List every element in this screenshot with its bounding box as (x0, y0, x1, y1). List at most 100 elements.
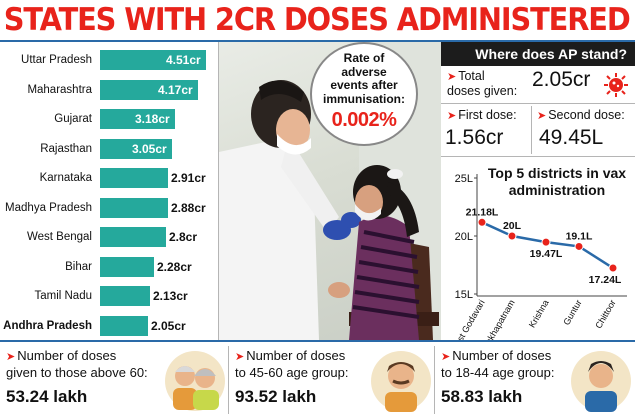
bar-row: Maharashtra 4.17cr (0, 76, 218, 105)
first-dose-label: ➤ First dose: (447, 108, 517, 123)
district-chart-title: Top 5 districts in vax administration (487, 165, 627, 198)
divider (228, 346, 229, 414)
total-doses-label: ➤ Total doses given: (447, 69, 517, 98)
bar-category-label: Gujarat (54, 113, 92, 125)
arrow-icon: ➤ (447, 71, 457, 83)
arrow-icon: ➤ (537, 110, 547, 122)
stat-label-line: to 18-44 age group: (441, 365, 555, 380)
bar (100, 138, 172, 159)
bar-row: Andhra Pradesh 2.05cr (0, 312, 218, 341)
y-tick-label: 20L (455, 231, 473, 243)
ap-panel: Where does AP stand? ➤ Total doses given:… (441, 42, 635, 340)
arrow-icon: ➤ (441, 351, 451, 363)
bar-category-label: Madhya Pradesh (5, 201, 92, 214)
bar-row: Karnataka 2.91cr (0, 164, 218, 193)
bar (100, 168, 168, 188)
second-dose-text: Second dose: (548, 108, 625, 122)
bar-category-label: Maharashtra (27, 83, 92, 96)
total-doses-value: 2.05cr (532, 68, 591, 91)
bottom-stat-18-44: ➤ Number of doses to 18-44 age group: 58.… (435, 342, 635, 417)
data-label: 21.18L (466, 206, 499, 218)
bar-category-label: Karnataka (39, 172, 92, 184)
bar (100, 256, 154, 277)
bar-category-label: Bihar (65, 260, 92, 273)
bar (100, 109, 175, 129)
data-point (477, 217, 487, 227)
middle-aged-man-icon (371, 351, 431, 412)
data-label: 19.47L (530, 248, 563, 260)
bar-row: Uttar Pradesh 4.51cr (0, 46, 218, 75)
divider (434, 346, 435, 414)
data-point (574, 241, 584, 251)
bar-row: West Bengal 2.8cr (0, 223, 218, 252)
y-tick-label: 25L (455, 173, 473, 185)
bar-category-label: Rajasthan (40, 142, 92, 155)
bar-value-label: 3.18cr (135, 112, 170, 126)
bottom-stat-45-60: ➤ Number of doses to 45-60 age group: 93.… (229, 342, 434, 417)
stat-label-line: Number of doses (246, 348, 346, 363)
total-label-line: doses given: (447, 84, 518, 98)
bar-value-label: 4.51cr (166, 53, 201, 67)
stat-value: 58.83 lakh (441, 387, 523, 406)
page-title: STATES WITH 2CR DOSES ADMINISTERED (3, 2, 631, 38)
bar-category-label: Andhra Pradesh (3, 319, 92, 332)
divider (218, 42, 219, 340)
stat-label-line: Number of doses (452, 348, 552, 363)
bar-value-label: 2.91cr (171, 171, 206, 185)
stat-value: 53.24 lakh (6, 387, 88, 406)
arrow-icon: ➤ (447, 110, 457, 122)
data-label: 19.1L (566, 230, 593, 242)
x-tick-label: Chittoor (593, 298, 617, 330)
bottom-stat-above-60: ➤ Number of doses given to those above 60… (0, 342, 228, 417)
bar-row: Rajasthan 3.05cr (0, 135, 218, 164)
bubble-text-line: Rate of (343, 51, 385, 65)
divider (531, 106, 532, 154)
adverse-events-bubble: Rate of adverse events after immunisatio… (310, 42, 418, 146)
vaccination-illustration (219, 42, 441, 340)
elderly-couple-icon (165, 351, 225, 411)
x-tick-label: East Godavari (450, 298, 487, 340)
second-dose-label: ➤ Second dose: (537, 108, 625, 123)
bar (100, 50, 206, 70)
bar-category-label: West Bengal (27, 231, 92, 243)
data-label: 20L (503, 220, 522, 232)
bar-row: Tamil Nadu 2.13cr (0, 282, 218, 311)
first-dose-value: 1.56cr (445, 126, 504, 149)
vaccination-photo (219, 42, 441, 340)
bar-row: Madhya Pradesh 2.88cr (0, 194, 218, 223)
bar (100, 286, 150, 306)
virus-icon (604, 73, 628, 97)
bubble-text-line: events after (330, 78, 398, 92)
bar-row: Bihar 2.28cr (0, 253, 218, 282)
second-dose-value: 49.45L (539, 126, 604, 149)
stat-value: 93.52 lakh (235, 387, 317, 406)
bar-value-label: 2.28cr (157, 259, 192, 274)
bar (100, 227, 166, 247)
adverse-events-rate: 0.002% (331, 109, 397, 131)
arrow-icon: ➤ (6, 351, 16, 363)
stat-label-line: Number of doses (17, 348, 117, 363)
stat-label: ➤ Number of doses to 18-44 age group: (441, 348, 554, 380)
stat-label: ➤ Number of doses to 45-60 age group: (235, 348, 348, 380)
bar (100, 315, 148, 336)
x-tick-label: Krishna (527, 298, 551, 329)
bar-value-label: 2.05cr (151, 318, 186, 333)
bar-value-label: 3.05cr (132, 141, 167, 156)
stat-label-line: given to those above 60: (6, 365, 148, 380)
data-point (541, 237, 551, 247)
bar-row: Gujarat 3.18cr (0, 105, 218, 134)
bar (100, 197, 168, 218)
total-label-line: Total (458, 69, 485, 83)
divider (441, 103, 635, 104)
x-tick-label: Guntur (561, 298, 583, 327)
frame (0, 40, 635, 417)
arrow-icon: ➤ (235, 351, 245, 363)
bar-category-label: Uttar Pradesh (21, 54, 92, 66)
bar-category-label: Tamil Nadu (34, 290, 92, 302)
ap-header: Where does AP stand? (441, 42, 635, 66)
bar-value-label: 4.17cr (158, 82, 193, 97)
bubble-text-line: adverse (341, 64, 387, 79)
y-tick-label: 15L (455, 289, 473, 301)
divider (0, 340, 635, 342)
